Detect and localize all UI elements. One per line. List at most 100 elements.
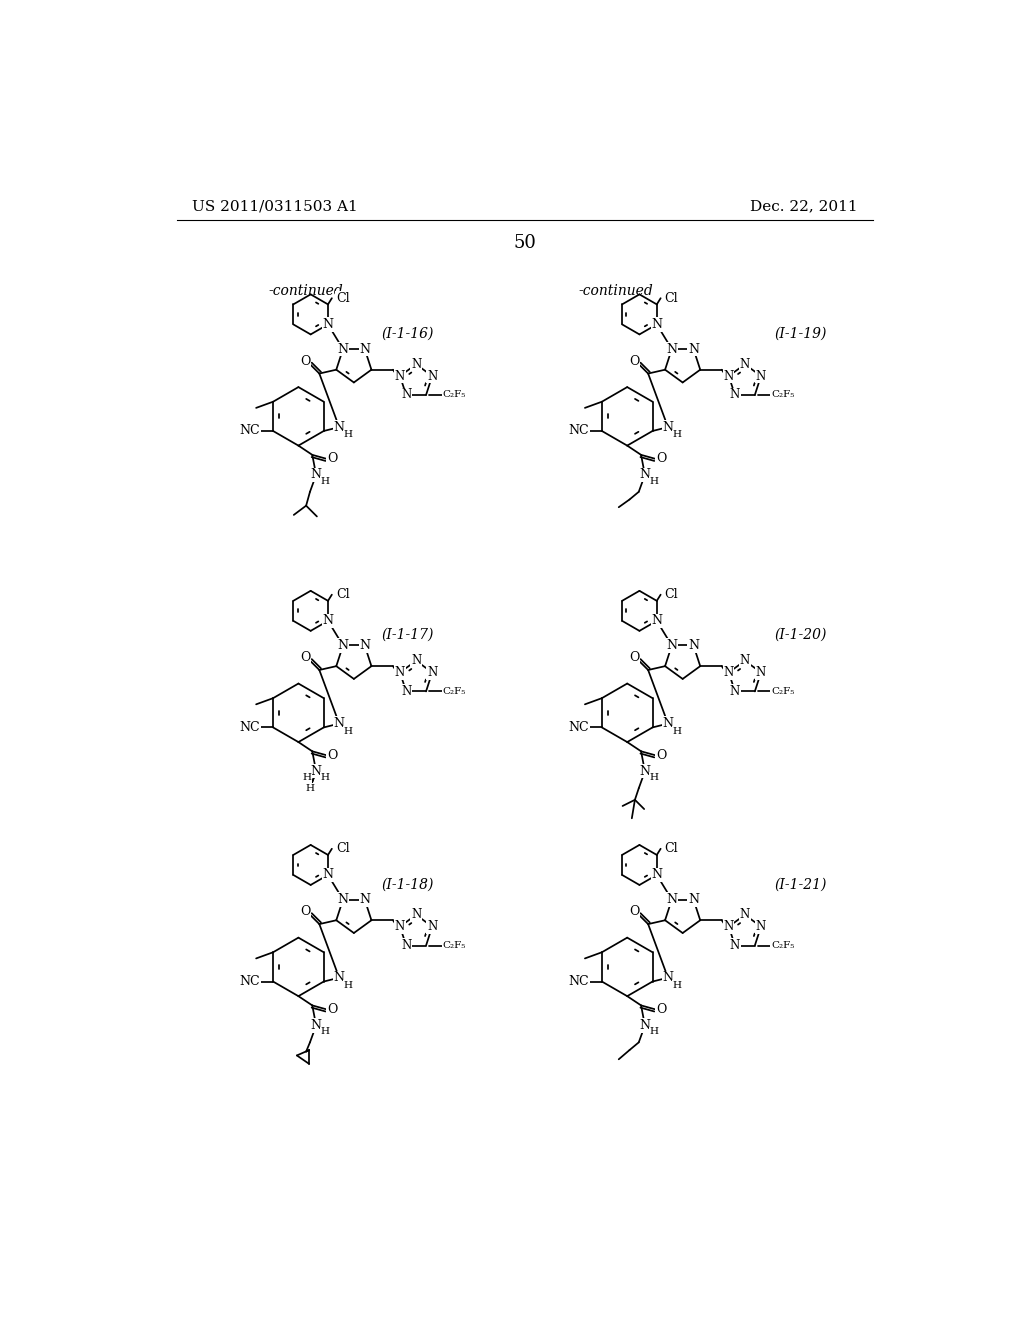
Text: H: H bbox=[321, 774, 330, 781]
Text: N: N bbox=[688, 894, 699, 906]
Text: N: N bbox=[411, 655, 421, 668]
Text: O: O bbox=[300, 651, 310, 664]
Text: (I-1-18): (I-1-18) bbox=[382, 878, 434, 891]
Text: H: H bbox=[649, 1027, 658, 1036]
Text: N: N bbox=[401, 685, 412, 698]
Text: N: N bbox=[411, 358, 421, 371]
Text: Cl: Cl bbox=[665, 292, 678, 305]
Text: N: N bbox=[639, 1019, 650, 1032]
Text: N: N bbox=[323, 318, 334, 331]
Text: H: H bbox=[649, 477, 658, 486]
Text: -continued: -continued bbox=[268, 284, 343, 298]
Text: C₂F₅: C₂F₅ bbox=[442, 941, 466, 950]
Text: N: N bbox=[688, 342, 699, 355]
Text: N: N bbox=[323, 869, 334, 882]
Text: N: N bbox=[756, 370, 766, 383]
Text: Dec. 22, 2011: Dec. 22, 2011 bbox=[750, 199, 857, 213]
Text: N: N bbox=[651, 614, 663, 627]
Text: O: O bbox=[300, 906, 310, 919]
Text: N: N bbox=[395, 920, 406, 933]
Text: N: N bbox=[724, 920, 734, 933]
Text: O: O bbox=[629, 355, 639, 368]
Text: N: N bbox=[663, 717, 674, 730]
Text: (I-1-21): (I-1-21) bbox=[774, 878, 826, 891]
Text: N: N bbox=[338, 639, 348, 652]
Text: C₂F₅: C₂F₅ bbox=[771, 686, 795, 696]
Text: N: N bbox=[323, 614, 334, 627]
Text: N: N bbox=[651, 318, 663, 331]
Text: C₂F₅: C₂F₅ bbox=[442, 391, 466, 400]
Text: O: O bbox=[629, 906, 639, 919]
Text: N: N bbox=[334, 972, 345, 985]
Text: N: N bbox=[338, 342, 348, 355]
Text: N: N bbox=[427, 667, 437, 678]
Text: C₂F₅: C₂F₅ bbox=[771, 391, 795, 400]
Text: Cl: Cl bbox=[665, 842, 678, 855]
Text: (I-1-20): (I-1-20) bbox=[774, 627, 826, 642]
Text: H: H bbox=[344, 430, 353, 440]
Text: N: N bbox=[395, 667, 406, 678]
Text: N: N bbox=[739, 908, 750, 921]
Text: O: O bbox=[629, 651, 639, 664]
Text: H: H bbox=[344, 727, 353, 735]
Text: N: N bbox=[739, 358, 750, 371]
Text: N: N bbox=[730, 685, 740, 698]
Text: O: O bbox=[327, 1003, 338, 1016]
Text: N: N bbox=[667, 639, 677, 652]
Text: H: H bbox=[673, 981, 682, 990]
Text: O: O bbox=[327, 453, 338, 465]
Text: N: N bbox=[395, 370, 406, 383]
Text: N: N bbox=[401, 388, 412, 401]
Text: C₂F₅: C₂F₅ bbox=[771, 941, 795, 950]
Text: O: O bbox=[300, 355, 310, 368]
Text: H: H bbox=[302, 774, 311, 781]
Text: N: N bbox=[730, 939, 740, 952]
Text: N: N bbox=[639, 764, 650, 777]
Text: N: N bbox=[411, 908, 421, 921]
Text: NC: NC bbox=[568, 721, 589, 734]
Text: NC: NC bbox=[240, 721, 260, 734]
Text: N: N bbox=[334, 717, 345, 730]
Text: N: N bbox=[663, 421, 674, 434]
Text: H: H bbox=[673, 727, 682, 735]
Text: N: N bbox=[359, 639, 371, 652]
Text: Cl: Cl bbox=[336, 292, 349, 305]
Text: (I-1-16): (I-1-16) bbox=[382, 327, 434, 341]
Text: NC: NC bbox=[240, 975, 260, 989]
Text: H: H bbox=[321, 477, 330, 486]
Text: N: N bbox=[739, 655, 750, 668]
Text: N: N bbox=[724, 667, 734, 678]
Text: O: O bbox=[327, 748, 338, 762]
Text: (I-1-19): (I-1-19) bbox=[774, 327, 826, 341]
Text: N: N bbox=[724, 370, 734, 383]
Text: 50: 50 bbox=[513, 234, 537, 252]
Text: O: O bbox=[656, 748, 667, 762]
Text: N: N bbox=[639, 469, 650, 482]
Text: H: H bbox=[649, 774, 658, 781]
Text: N: N bbox=[427, 370, 437, 383]
Text: N: N bbox=[427, 920, 437, 933]
Text: N: N bbox=[667, 894, 677, 906]
Text: Cl: Cl bbox=[336, 589, 349, 601]
Text: NC: NC bbox=[568, 975, 589, 989]
Text: O: O bbox=[656, 1003, 667, 1016]
Text: N: N bbox=[334, 421, 345, 434]
Text: Cl: Cl bbox=[336, 842, 349, 855]
Text: N: N bbox=[338, 894, 348, 906]
Text: N: N bbox=[730, 388, 740, 401]
Text: US 2011/0311503 A1: US 2011/0311503 A1 bbox=[193, 199, 358, 213]
Text: N: N bbox=[756, 920, 766, 933]
Text: C₂F₅: C₂F₅ bbox=[442, 686, 466, 696]
Text: N: N bbox=[359, 894, 371, 906]
Text: Cl: Cl bbox=[665, 589, 678, 601]
Text: N: N bbox=[310, 764, 322, 777]
Text: N: N bbox=[401, 939, 412, 952]
Text: N: N bbox=[359, 342, 371, 355]
Text: H: H bbox=[321, 1027, 330, 1036]
Text: N: N bbox=[756, 667, 766, 678]
Text: H: H bbox=[305, 784, 314, 793]
Text: N: N bbox=[651, 869, 663, 882]
Text: NC: NC bbox=[240, 425, 260, 437]
Text: N: N bbox=[688, 639, 699, 652]
Text: N: N bbox=[667, 342, 677, 355]
